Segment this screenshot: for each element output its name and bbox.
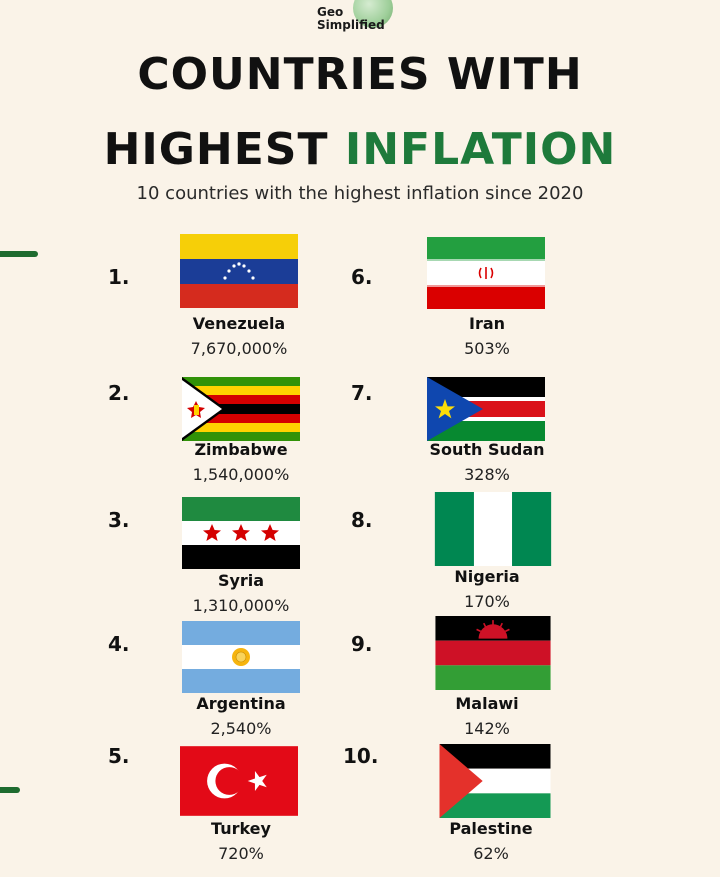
inflation-value-south-sudan: 328% (464, 465, 510, 484)
inflation-value-zimbabwe: 1,540,000% (192, 465, 290, 484)
inflation-value-malawi: 142% (464, 719, 510, 738)
inflation-value-argentina: 2,540% (210, 719, 272, 738)
leaf-decoration-bottom (0, 787, 20, 793)
inflation-value-turkey: 720% (218, 844, 264, 863)
brand-line2: Simplified (317, 18, 385, 32)
title-highest: HIGHEST (103, 124, 345, 175)
rank-1: 1. (108, 265, 130, 289)
rank-6: 6. (351, 265, 373, 289)
page-title-line2: HIGHEST INFLATION (0, 125, 720, 175)
south-sudan-flag-icon (427, 377, 545, 441)
country-name-nigeria: Nigeria (454, 567, 520, 586)
country-name-malawi: Malawi (455, 694, 519, 713)
argentina-flag-icon (182, 621, 300, 693)
country-name-iran: Iran (468, 314, 506, 333)
page-subtitle: 10 countries with the highest inflation … (136, 183, 584, 204)
syria-flag-icon (182, 497, 300, 569)
brand-logo: Geo Simplified (313, 0, 393, 34)
nigeria-flag-icon (434, 492, 552, 566)
country-name-argentina: Argentina (196, 694, 286, 713)
malawi-flag-icon (435, 616, 551, 690)
rank-9: 9. (351, 632, 373, 656)
palestine-flag-icon (439, 744, 551, 818)
country-name-palestine: Palestine (449, 819, 533, 838)
country-name-venezuela: Venezuela (192, 314, 286, 333)
inflation-value-iran: 503% (464, 339, 510, 358)
rank-10: 10. (343, 744, 379, 768)
rank-4: 4. (108, 632, 130, 656)
venezuela-flag-icon (180, 234, 298, 308)
title-inflation: INFLATION (344, 124, 617, 175)
page-title-line1: COUNTRIES WITH (137, 49, 583, 100)
rank-7: 7. (351, 381, 373, 405)
leaf-decoration-top (0, 251, 38, 257)
rank-8: 8. (351, 508, 373, 532)
inflation-value-palestine: 62% (473, 844, 509, 863)
inflation-value-venezuela: 7,670,000% (190, 339, 288, 358)
brand-line1: Geo (317, 5, 344, 19)
zimbabwe-flag-icon (182, 377, 300, 441)
inflation-value-syria: 1,310,000% (192, 596, 290, 615)
iran-flag-icon (427, 237, 545, 309)
rank-5: 5. (108, 744, 130, 768)
country-name-syria: Syria (217, 571, 265, 590)
turkey-flag-icon (180, 746, 298, 816)
country-name-turkey: Turkey (211, 819, 271, 838)
rank-3: 3. (108, 508, 130, 532)
rank-2: 2. (108, 381, 130, 405)
inflation-value-nigeria: 170% (464, 592, 510, 611)
country-name-zimbabwe: Zimbabwe (194, 440, 288, 459)
country-name-south-sudan: South Sudan (429, 440, 545, 459)
